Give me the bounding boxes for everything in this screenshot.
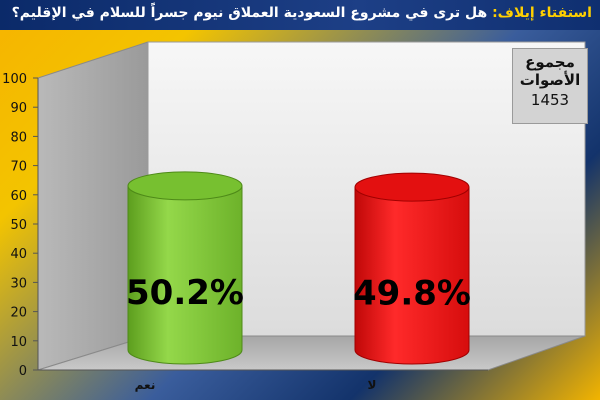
y-tick-label: 0 [19,364,27,379]
y-tick-label: 60 [10,189,27,204]
bar-value-label: 49.8% [353,273,471,313]
poll-title-bar: استفتاء إيلاف: هل ترى في مشروع السعودية … [0,0,600,30]
y-tick-label: 90 [10,101,27,116]
total-votes-value: 1453 [530,91,570,109]
y-tick-label: 100 [2,72,27,87]
poll-question: هل ترى في مشروع السعودية العملاق نيوم جس… [11,5,488,21]
bar-no [354,186,470,365]
poll-label: استفتاء إيلاف: [492,5,592,21]
y-tick-label: 80 [10,130,27,145]
bar-top-yes [127,171,243,201]
total-votes-label: مجموع الأصوات [519,53,581,89]
y-tick-label: 20 [10,306,27,321]
y-tick-label: 50 [10,218,27,233]
bar-value-label: 50.2% [126,273,244,313]
category-label: لا [368,378,377,392]
y-tick-label: 70 [10,160,27,175]
bar-top-no [354,172,470,202]
y-tick-label: 40 [10,247,27,262]
y-tick-label: 30 [10,276,27,291]
bar-yes [127,185,243,365]
total-votes-box: مجموع الأصوات 1453 [512,48,588,124]
category-label: نعم [135,378,156,392]
y-tick-label: 10 [10,335,27,350]
